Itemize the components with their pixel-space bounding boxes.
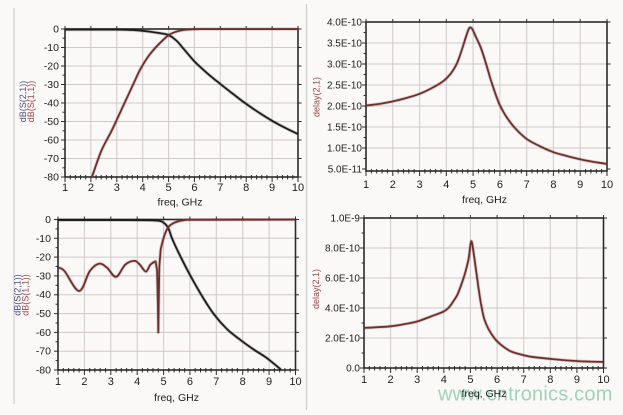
svg-text:2: 2: [88, 182, 94, 194]
svg-text:8: 8: [240, 376, 246, 388]
svg-text:delay(2,1): delay(2,1): [311, 269, 321, 309]
svg-text:7: 7: [217, 182, 223, 194]
svg-text:5: 5: [470, 179, 476, 191]
svg-text:-60: -60: [36, 327, 51, 339]
svg-text:-60: -60: [44, 135, 59, 147]
svg-text:-70: -70: [36, 346, 51, 358]
svg-text:dB(S(1,1)): dB(S(1,1)): [26, 81, 36, 123]
svg-text:4.0E-10: 4.0E-10: [325, 304, 360, 315]
svg-text:10: 10: [597, 374, 609, 386]
svg-text:9: 9: [574, 374, 580, 386]
svg-text:6: 6: [494, 374, 500, 386]
svg-text:8: 8: [547, 374, 553, 386]
svg-text:9: 9: [266, 376, 272, 388]
svg-text:6: 6: [497, 179, 503, 191]
svg-text:-30: -30: [44, 79, 59, 91]
svg-text:8: 8: [550, 179, 556, 191]
svg-text:8: 8: [243, 182, 249, 194]
svg-text:-20: -20: [36, 252, 51, 264]
svg-text:1.0E-10: 1.0E-10: [327, 144, 362, 155]
svg-text:dB(S(1,1)): dB(S(1,1)): [20, 274, 30, 316]
svg-text:3.5E-10: 3.5E-10: [327, 39, 362, 50]
svg-text:10: 10: [292, 182, 304, 194]
svg-text:6: 6: [187, 376, 193, 388]
svg-text:5: 5: [166, 182, 172, 194]
svg-text:4: 4: [443, 179, 449, 191]
svg-text:2: 2: [388, 374, 394, 386]
svg-text:1: 1: [361, 374, 367, 386]
svg-text:2.5E-10: 2.5E-10: [327, 81, 362, 92]
svg-text:-80: -80: [44, 172, 59, 184]
svg-text:6: 6: [191, 182, 197, 194]
svg-text:9: 9: [269, 182, 275, 194]
svg-text:-20: -20: [44, 61, 59, 73]
svg-text:10: 10: [601, 179, 613, 191]
svg-text:-30: -30: [36, 270, 51, 282]
svg-text:-40: -40: [36, 289, 51, 301]
svg-text:4: 4: [441, 374, 447, 386]
svg-text:freq, GHz: freq, GHz: [158, 197, 203, 209]
svg-text:6.0E-10: 6.0E-10: [325, 274, 360, 285]
svg-text:2: 2: [81, 376, 87, 388]
svg-text:-40: -40: [44, 98, 59, 110]
svg-text:0.0: 0.0: [346, 364, 360, 375]
svg-text:-80: -80: [36, 365, 51, 377]
svg-text:www.cntronics.com: www.cntronics.com: [437, 384, 613, 406]
svg-text:0: 0: [53, 24, 59, 36]
svg-text:-70: -70: [44, 153, 59, 165]
svg-text:8.0E-10: 8.0E-10: [325, 244, 360, 255]
svg-text:3: 3: [417, 179, 423, 191]
svg-text:5.0E-11: 5.0E-11: [328, 165, 363, 176]
svg-text:3: 3: [414, 374, 420, 386]
svg-text:freq, GHz: freq, GHz: [462, 388, 507, 400]
svg-text:dB(S(2,1)): dB(S(2,1)): [18, 81, 28, 123]
svg-text:3: 3: [108, 376, 114, 388]
svg-text:-50: -50: [36, 308, 51, 320]
svg-text:freq, GHz: freq, GHz: [154, 392, 199, 404]
svg-text:-10: -10: [36, 233, 51, 245]
svg-text:dB(S(2,1)): dB(S(2,1)): [13, 274, 23, 316]
svg-text:1: 1: [55, 376, 61, 388]
svg-text:4: 4: [134, 376, 140, 388]
svg-text:7: 7: [521, 374, 527, 386]
svg-text:4: 4: [140, 182, 146, 194]
svg-text:1.5E-10: 1.5E-10: [327, 123, 362, 134]
svg-text:3.0E-10: 3.0E-10: [327, 60, 362, 71]
svg-text:7: 7: [213, 376, 219, 388]
svg-text:2.0E-10: 2.0E-10: [325, 334, 360, 345]
svg-text:-50: -50: [44, 116, 59, 128]
svg-text:2.0E-10: 2.0E-10: [327, 102, 362, 113]
svg-text:2: 2: [390, 179, 396, 191]
svg-text:5: 5: [467, 374, 473, 386]
svg-text:9: 9: [577, 179, 583, 191]
svg-text:1.0E-9: 1.0E-9: [331, 214, 361, 225]
svg-text:0: 0: [45, 214, 51, 226]
svg-text:3: 3: [114, 182, 120, 194]
svg-text:delay(2,1): delay(2,1): [312, 77, 322, 117]
svg-text:4.0E-10: 4.0E-10: [327, 18, 362, 29]
svg-text:1: 1: [363, 179, 369, 191]
svg-text:1: 1: [62, 182, 68, 194]
svg-text:10: 10: [289, 376, 301, 388]
svg-text:freq, GHz: freq, GHz: [462, 194, 507, 206]
svg-text:5: 5: [161, 376, 167, 388]
svg-text:7: 7: [524, 179, 530, 191]
svg-text:-10: -10: [44, 42, 59, 54]
